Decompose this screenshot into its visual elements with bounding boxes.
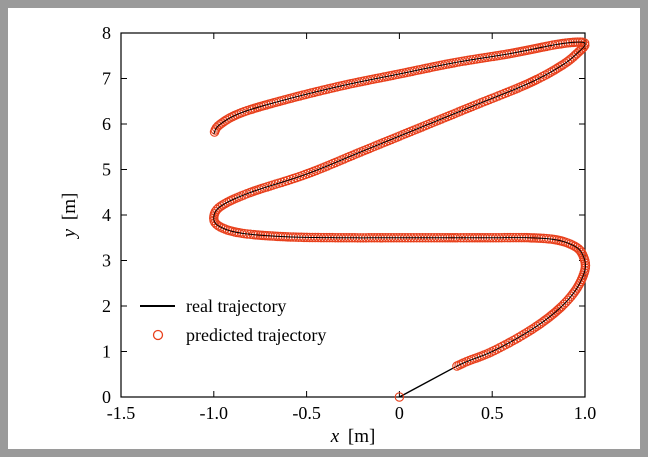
y-tick-label: 1 [102, 342, 111, 362]
x-axis-label-var: x [330, 426, 340, 447]
x-tick-label: 1.0 [574, 403, 597, 423]
y-tick-label: 7 [102, 69, 111, 89]
legend-marker-swatch [154, 331, 163, 340]
x-tick-label: -1.0 [200, 403, 229, 423]
predicted-trajectory-markers [210, 38, 590, 370]
y-tick-label: 0 [102, 387, 111, 407]
y-axis-label-unit: [m] [59, 193, 80, 220]
real-trajectory-start [399, 366, 457, 397]
y-tick-label: 6 [102, 114, 111, 134]
y-axis-label: y [m] [59, 193, 80, 240]
y-tick-label: 4 [102, 205, 111, 225]
y-axis-label-var: y [59, 228, 80, 239]
y-tick-label: 5 [102, 160, 111, 180]
legend-label-real: real trajectory [186, 296, 286, 316]
x-tick-label: -0.5 [292, 403, 321, 423]
legend: real trajectory predicted trajectory [140, 296, 326, 345]
real-trajectory-line [214, 42, 586, 366]
y-tick-label: 3 [102, 251, 111, 271]
legend-label-predicted: predicted trajectory [186, 325, 326, 345]
y-tick-label: 2 [102, 296, 111, 316]
x-tick-label: 0 [395, 403, 404, 423]
x-axis-label: x [m] [330, 426, 376, 447]
x-tick-label: 0.5 [481, 403, 504, 423]
series-layer [210, 38, 590, 401]
y-tick-label: 8 [102, 23, 111, 43]
x-tick-label: -1.5 [107, 403, 136, 423]
x-axis-label-unit: [m] [348, 426, 375, 447]
